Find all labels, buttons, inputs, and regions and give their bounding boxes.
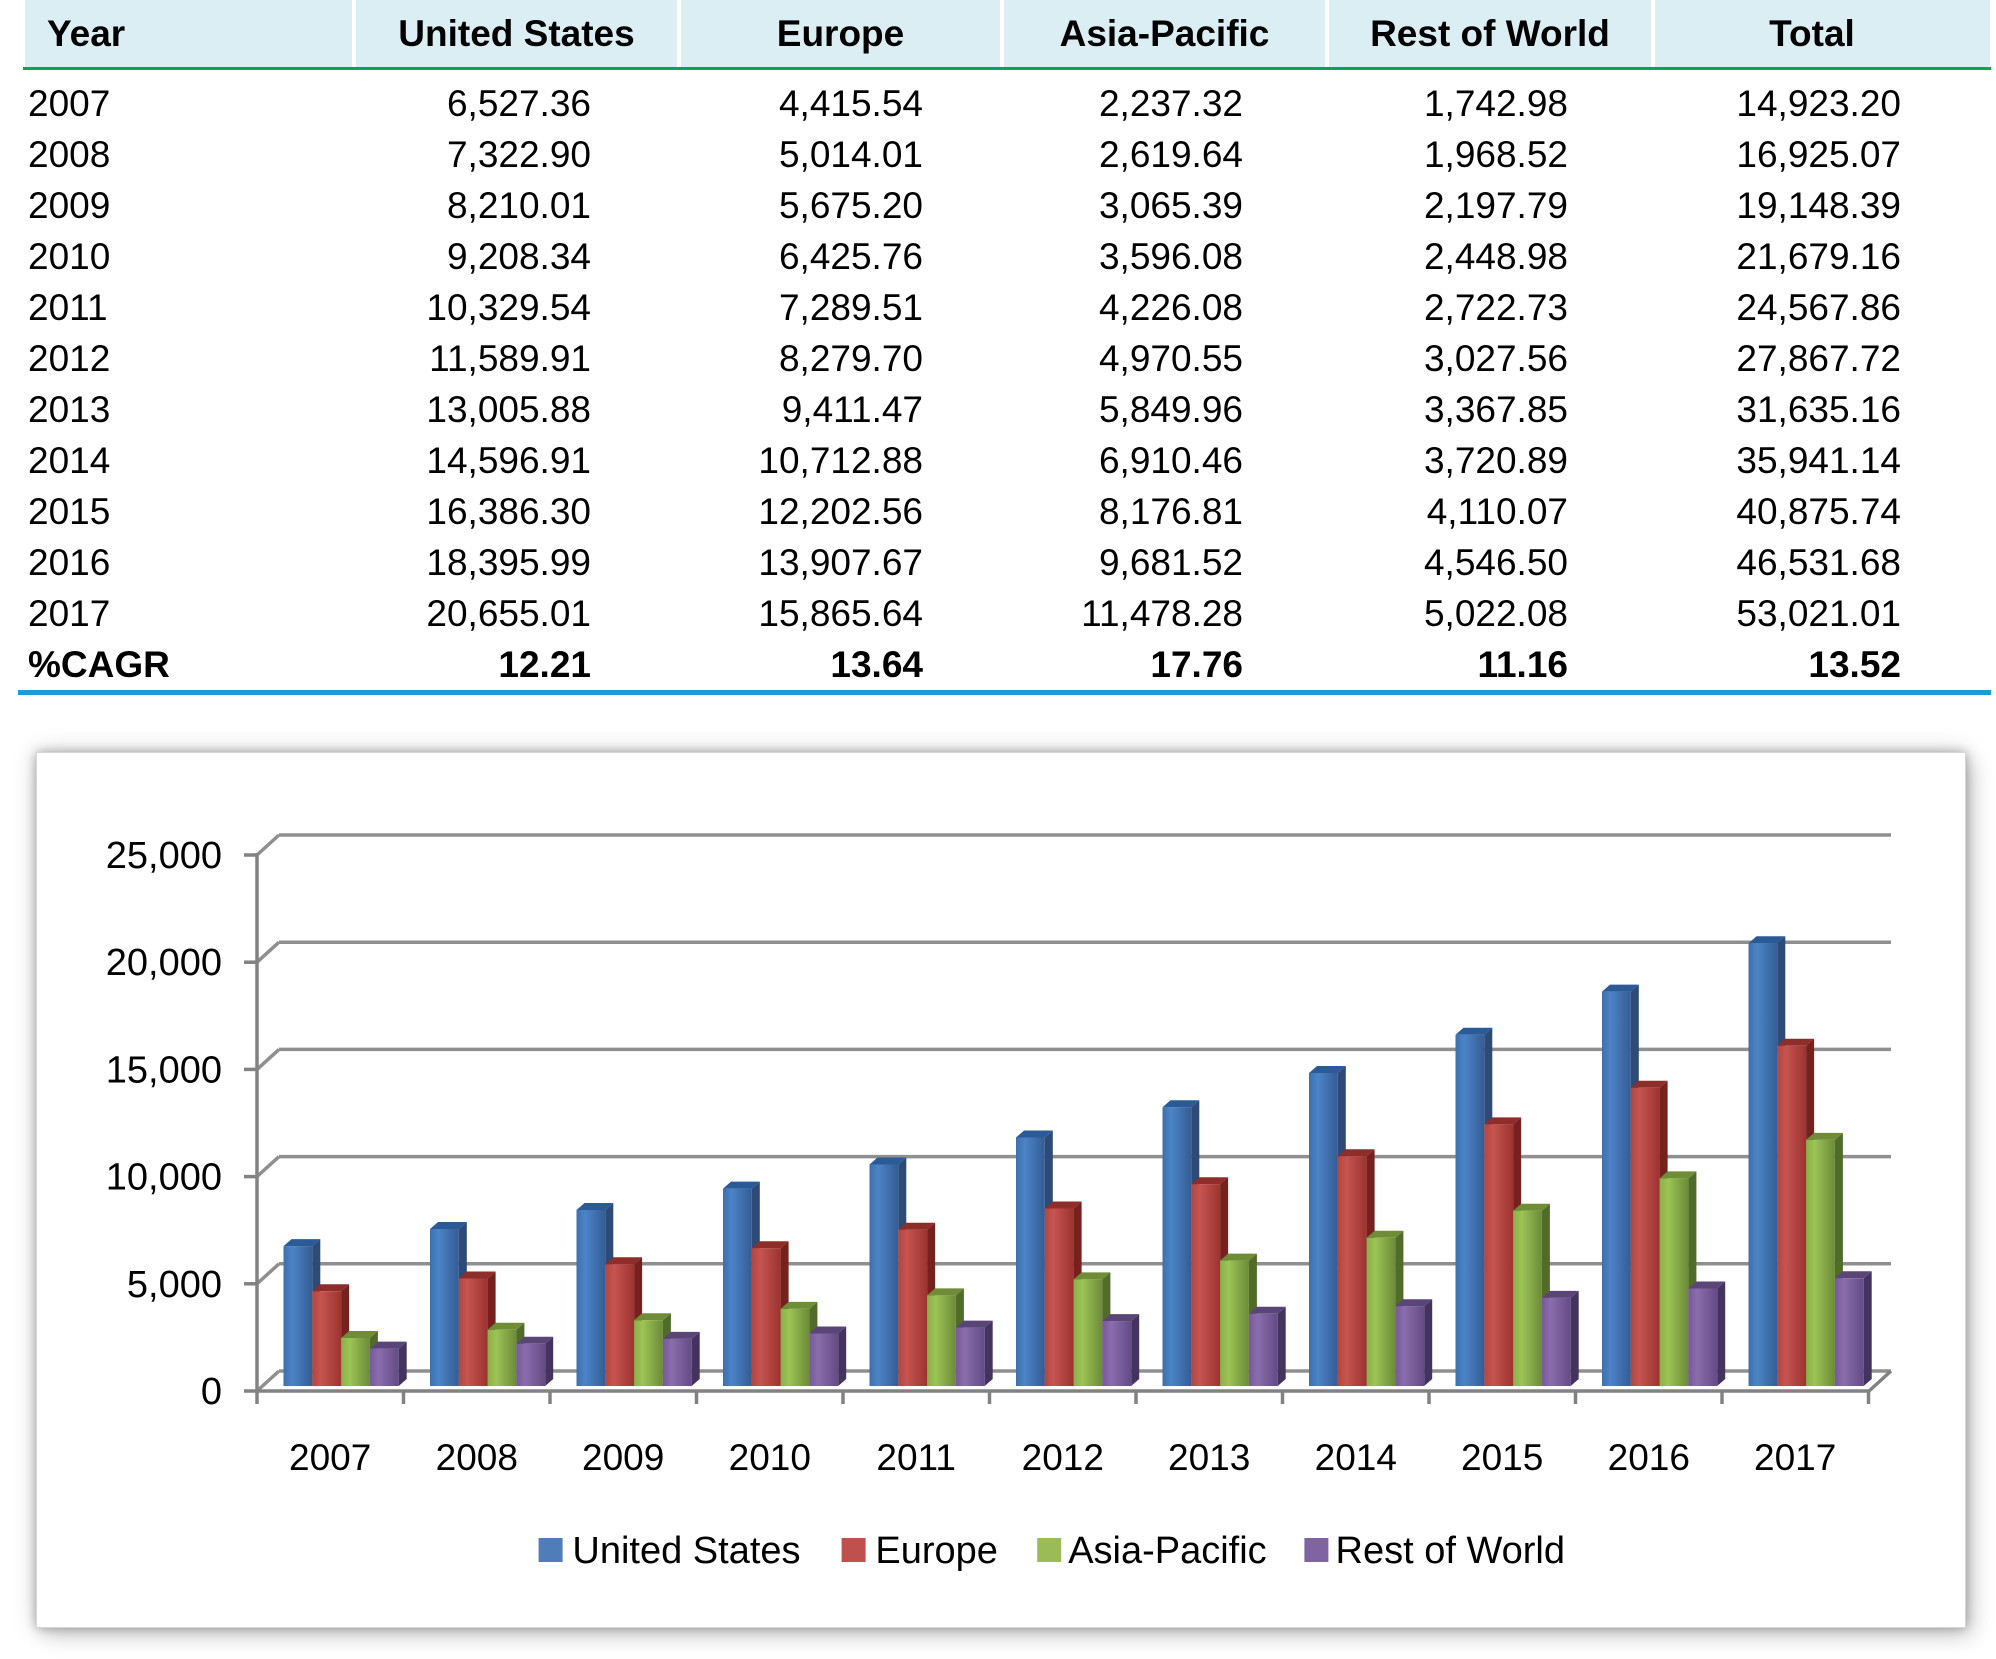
- svg-text:Europe: Europe: [875, 1530, 998, 1572]
- svg-text:2014: 2014: [1315, 1437, 1397, 1478]
- svg-text:Rest of World: Rest of World: [1336, 1530, 1565, 1572]
- svg-text:2009: 2009: [582, 1437, 664, 1478]
- svg-text:Asia-Pacific: Asia-Pacific: [1068, 1530, 1267, 1572]
- svg-text:2017: 2017: [1754, 1437, 1836, 1478]
- svg-text:2012: 2012: [1022, 1437, 1104, 1478]
- svg-text:2016: 2016: [1608, 1437, 1690, 1478]
- svg-text:2013: 2013: [1168, 1437, 1250, 1478]
- svg-text:2010: 2010: [729, 1437, 811, 1478]
- svg-text:2008: 2008: [436, 1437, 518, 1478]
- svg-text:10,000: 10,000: [106, 1157, 222, 1199]
- svg-text:2011: 2011: [876, 1437, 956, 1478]
- svg-text:20,000: 20,000: [106, 942, 222, 984]
- svg-text:0: 0: [201, 1371, 222, 1413]
- svg-text:15,000: 15,000: [106, 1049, 222, 1091]
- svg-text:25,000: 25,000: [106, 835, 222, 877]
- svg-text:2007: 2007: [289, 1437, 371, 1478]
- svg-text:2015: 2015: [1461, 1437, 1543, 1478]
- svg-text:United States: United States: [572, 1530, 800, 1572]
- svg-text:5,000: 5,000: [127, 1264, 222, 1306]
